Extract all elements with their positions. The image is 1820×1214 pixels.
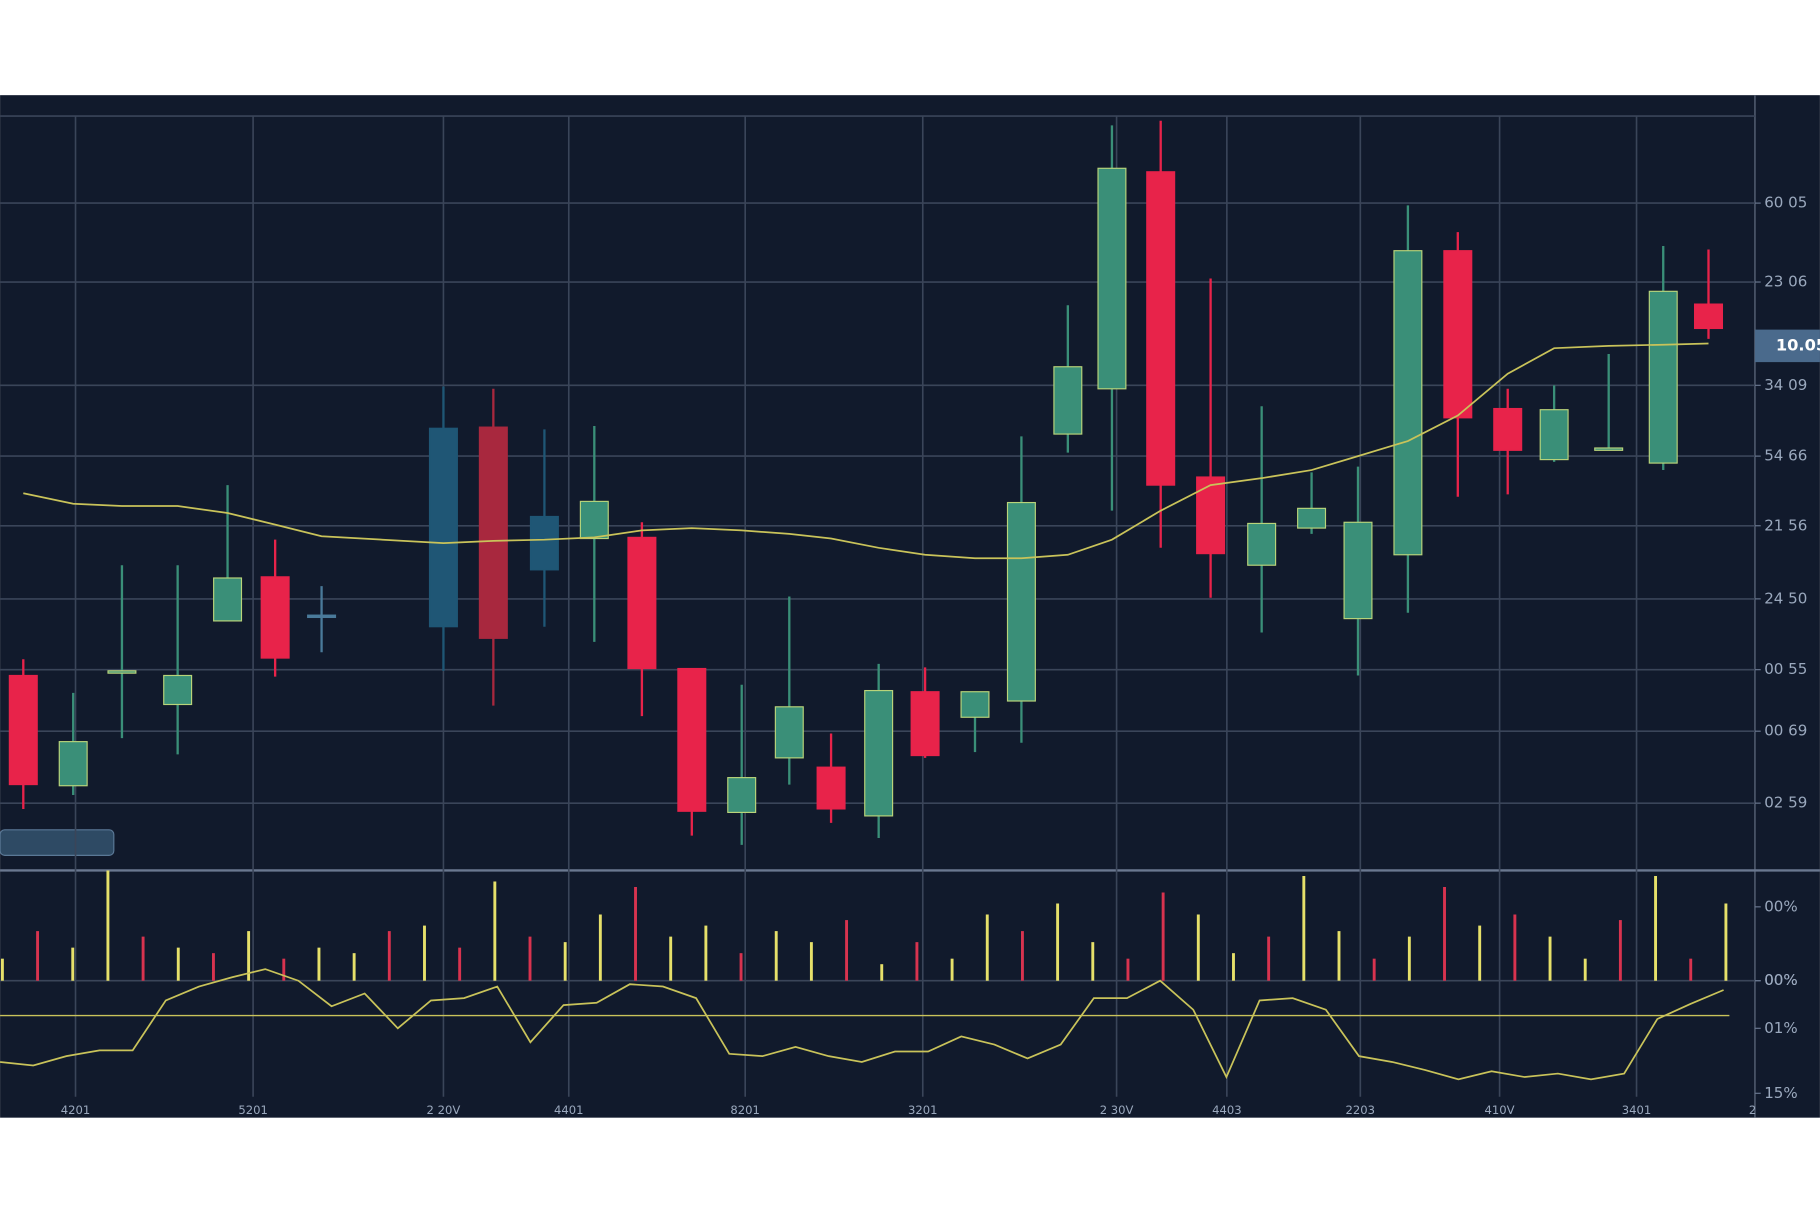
candle-body xyxy=(428,427,458,628)
candle-body xyxy=(774,706,804,759)
y-tick-label: 60 05 xyxy=(1764,194,1807,212)
candle-body xyxy=(1539,409,1569,461)
candle-body xyxy=(627,536,657,670)
candle-body xyxy=(1393,250,1423,556)
x-tick-label: 8201 xyxy=(730,1103,760,1117)
y-tick-label: 21 56 xyxy=(1764,516,1807,534)
candle-body xyxy=(307,614,337,619)
candle-body xyxy=(1343,521,1373,620)
x-tick-label: 410V xyxy=(1485,1103,1515,1117)
x-tick-label: 3401 xyxy=(1622,1103,1652,1117)
candle-body xyxy=(1297,507,1327,529)
candle-body xyxy=(1196,476,1226,555)
candle-body xyxy=(1594,447,1624,451)
candle-body xyxy=(1443,250,1473,419)
candle-body xyxy=(910,691,940,757)
y-tick-label: 23 06 xyxy=(1764,273,1807,291)
x-tick-label: 5201 xyxy=(238,1103,268,1117)
y-tick-label: 00% xyxy=(1764,971,1798,989)
y-tick-label: 00% xyxy=(1764,971,1798,989)
x-tick-label: 2203 xyxy=(1346,1103,1376,1117)
y-tick-label: 02 59 xyxy=(1764,794,1807,812)
candle-body xyxy=(213,577,243,622)
y-tick-label: 00 69 xyxy=(1764,722,1807,740)
y-tick-label: 01% xyxy=(1764,1019,1798,1037)
candle-body xyxy=(864,689,894,817)
y-tick-label: 54 66 xyxy=(1764,447,1807,465)
oscillator-line xyxy=(0,968,1724,1081)
candle-body xyxy=(1146,171,1176,486)
x-tick-label: 2 xyxy=(1749,1103,1756,1117)
x-tick-label: 4403 xyxy=(1212,1103,1242,1117)
y-tick-label: 34 09 xyxy=(1764,376,1807,394)
candle-body xyxy=(1097,167,1127,390)
x-tick-label: 2 30V xyxy=(1100,1103,1134,1117)
candle-body xyxy=(1648,290,1678,464)
candle-body xyxy=(1493,407,1523,451)
x-tick-label: 4201 xyxy=(61,1103,91,1117)
candle-body xyxy=(1053,366,1083,435)
candle-body xyxy=(107,670,137,674)
candle-body xyxy=(677,667,707,812)
candle-body xyxy=(816,766,846,810)
indicator-pill[interactable] xyxy=(0,829,115,856)
candle-body xyxy=(529,515,559,571)
x-tick-label: 2 20V xyxy=(427,1103,461,1117)
candle-body xyxy=(260,576,290,659)
candle-body xyxy=(960,691,990,718)
x-tick-label: 3201 xyxy=(908,1103,938,1117)
candle-body xyxy=(579,500,609,540)
y-tick-label: 00% xyxy=(1764,897,1798,915)
y-tick-label: 15% xyxy=(1764,1084,1798,1102)
chart-background xyxy=(0,95,1820,1118)
candle-body xyxy=(478,426,508,639)
y-tick-label: 24 50 xyxy=(1764,589,1807,607)
candle-body xyxy=(58,741,88,787)
last-price-box xyxy=(1754,329,1820,363)
candle-body xyxy=(1247,522,1277,566)
last-price-label: 10.05 xyxy=(1776,335,1820,354)
y-tick-label: 00 55 xyxy=(1764,660,1807,678)
candle-body xyxy=(8,674,38,786)
candle-body xyxy=(727,777,757,814)
moving-average xyxy=(23,342,1709,560)
x-tick-label: 4401 xyxy=(554,1103,584,1117)
candle-body xyxy=(163,674,193,706)
candle-body xyxy=(1006,501,1036,702)
candle-body xyxy=(1693,303,1724,330)
